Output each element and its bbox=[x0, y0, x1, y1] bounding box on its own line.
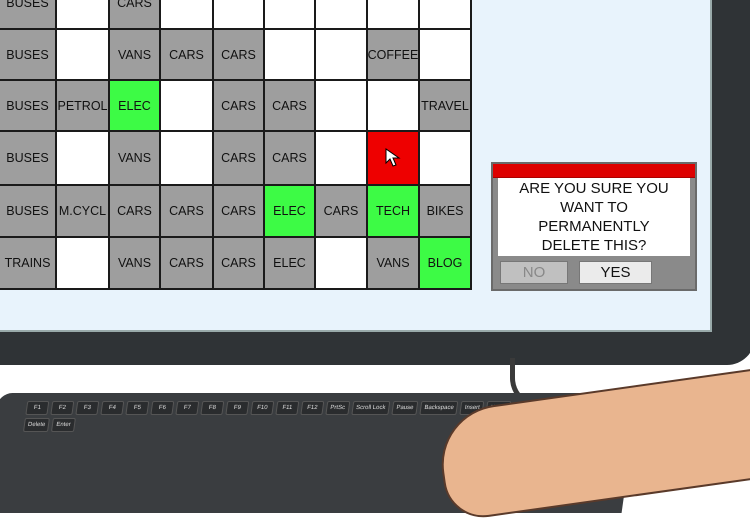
grid-tile[interactable] bbox=[265, 0, 314, 28]
grid-tile[interactable]: BUSES bbox=[0, 132, 55, 184]
grid-tile[interactable]: CARS bbox=[265, 81, 314, 130]
grid-tile[interactable] bbox=[57, 0, 108, 28]
delete-confirm-dialog: ARE YOU SURE YOU WANT TO PERMANENTLY DEL… bbox=[491, 162, 697, 291]
selected-tile[interactable] bbox=[368, 132, 418, 184]
grid-tile[interactable]: CARS bbox=[214, 30, 263, 79]
grid-tile[interactable] bbox=[420, 30, 470, 79]
key[interactable]: Backspace bbox=[419, 401, 459, 415]
key[interactable]: F4 bbox=[100, 401, 125, 415]
key[interactable]: Enter bbox=[51, 418, 76, 432]
grid-tile[interactable] bbox=[316, 81, 366, 130]
grid-tile[interactable]: M.CYCL bbox=[57, 186, 108, 236]
grid-tile[interactable] bbox=[316, 132, 366, 184]
grid-tile[interactable]: TECH bbox=[368, 186, 418, 236]
grid-tile[interactable]: CARS bbox=[161, 238, 212, 288]
grid-tile[interactable]: TRAVEL bbox=[420, 81, 470, 130]
grid-tile[interactable]: VANS bbox=[368, 238, 418, 288]
screen: BUSES CARS BUSES VANS CARS CARS COFFEE BUSES PET… bbox=[0, 0, 712, 332]
grid-tile[interactable] bbox=[57, 238, 108, 288]
grid-tile[interactable] bbox=[265, 30, 314, 79]
grid-tile[interactable]: CARS bbox=[316, 186, 366, 236]
grid-tile[interactable]: CARS bbox=[214, 81, 263, 130]
grid-tile[interactable] bbox=[57, 30, 108, 79]
grid-tile[interactable] bbox=[316, 0, 366, 28]
no-button[interactable]: NO bbox=[500, 261, 568, 284]
grid-tile[interactable] bbox=[161, 132, 212, 184]
grid-tile[interactable]: CARS bbox=[161, 186, 212, 236]
key[interactable]: Delete bbox=[22, 418, 51, 432]
hand bbox=[433, 367, 750, 522]
key[interactable]: F9 bbox=[225, 401, 250, 415]
grid-tile[interactable]: BUSES bbox=[0, 30, 55, 79]
grid-tile[interactable]: VANS bbox=[110, 238, 159, 288]
yes-button[interactable]: YES bbox=[579, 261, 652, 284]
key[interactable]: F3 bbox=[75, 401, 100, 415]
grid-tile[interactable]: CARS bbox=[110, 186, 159, 236]
grid-tile[interactable] bbox=[161, 81, 212, 130]
key[interactable]: F7 bbox=[175, 401, 200, 415]
grid-tile[interactable] bbox=[161, 0, 212, 28]
grid-tile[interactable] bbox=[368, 81, 418, 130]
tile-grid: BUSES CARS BUSES VANS CARS CARS COFFEE BUSES PET… bbox=[0, 0, 472, 290]
grid-tile[interactable]: BUSES bbox=[0, 81, 55, 130]
grid-tile[interactable]: VANS bbox=[110, 132, 159, 184]
key[interactable]: Pause bbox=[391, 401, 419, 415]
grid-tile[interactable]: ELEC bbox=[110, 81, 159, 130]
grid-tile[interactable]: VANS bbox=[110, 30, 159, 79]
grid-tile[interactable]: CARS bbox=[214, 186, 263, 236]
key[interactable]: F1 bbox=[25, 401, 50, 415]
key[interactable]: F12 bbox=[300, 401, 325, 415]
mouse-cursor-icon bbox=[385, 148, 401, 167]
grid-tile[interactable] bbox=[214, 0, 263, 28]
grid-tile[interactable] bbox=[420, 132, 470, 184]
grid-tile[interactable]: BUSES bbox=[0, 0, 55, 28]
grid-tile[interactable]: BUSES bbox=[0, 186, 55, 236]
grid-tile[interactable]: TRAINS bbox=[0, 238, 55, 288]
grid-tile[interactable]: ELEC bbox=[265, 186, 314, 236]
grid-tile[interactable] bbox=[57, 132, 108, 184]
grid-tile[interactable] bbox=[316, 238, 366, 288]
grid-tile[interactable]: CARS bbox=[214, 238, 263, 288]
grid-tile[interactable]: COFFEE bbox=[368, 30, 418, 79]
grid-tile[interactable]: CARS bbox=[161, 30, 212, 79]
key[interactable]: F5 bbox=[125, 401, 150, 415]
grid-tile[interactable]: ELEC bbox=[265, 238, 314, 288]
key[interactable]: F2 bbox=[50, 401, 75, 415]
grid-tile[interactable]: BLOG bbox=[420, 238, 470, 288]
grid-tile[interactable]: BIKES bbox=[420, 186, 470, 236]
grid-tile[interactable]: CARS bbox=[265, 132, 314, 184]
grid-tile[interactable]: CARS bbox=[214, 132, 263, 184]
dialog-message: ARE YOU SURE YOU WANT TO PERMANENTLY DEL… bbox=[498, 178, 690, 256]
grid-tile[interactable] bbox=[368, 0, 418, 28]
grid-tile[interactable]: PETROL bbox=[57, 81, 108, 130]
key[interactable]: F10 bbox=[250, 401, 275, 415]
key[interactable]: F8 bbox=[200, 401, 225, 415]
grid-tile[interactable] bbox=[316, 30, 366, 79]
key[interactable]: F11 bbox=[275, 401, 300, 415]
key[interactable]: PrtSc bbox=[325, 401, 350, 415]
monitor: BUSES CARS BUSES VANS CARS CARS COFFEE BUSES PET… bbox=[0, 0, 750, 365]
grid-tile[interactable] bbox=[420, 0, 470, 28]
key[interactable]: F6 bbox=[150, 401, 175, 415]
key[interactable]: Scroll Lock bbox=[351, 401, 391, 415]
dialog-title-bar bbox=[493, 164, 695, 178]
grid-tile[interactable]: CARS bbox=[110, 0, 159, 28]
